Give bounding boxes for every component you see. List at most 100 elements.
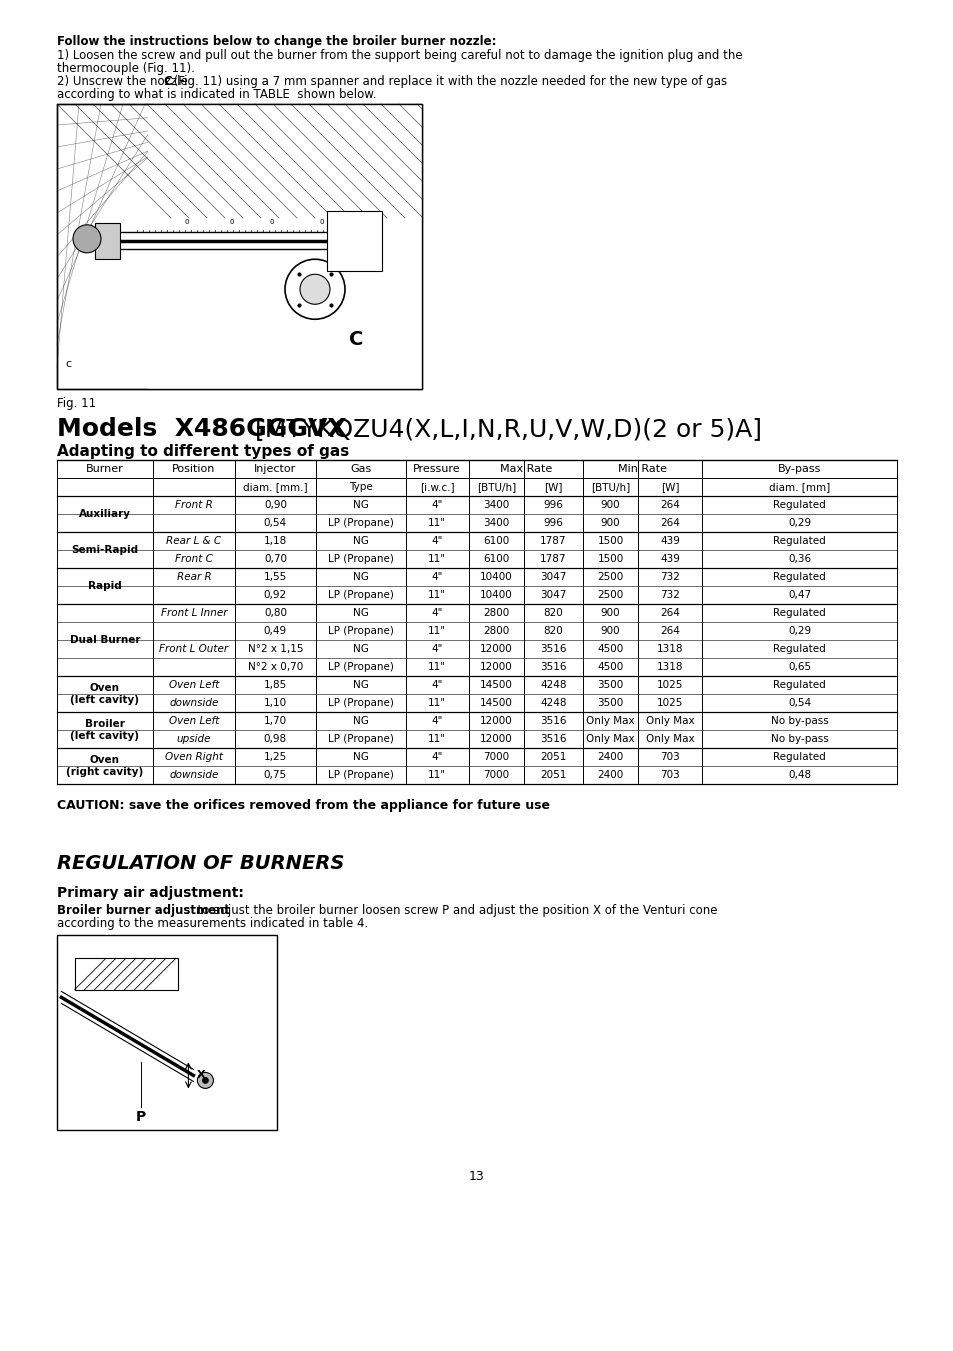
Bar — [95, 223, 120, 259]
Text: 3047: 3047 — [539, 590, 566, 600]
Text: 3516: 3516 — [539, 644, 566, 654]
Text: Regulated: Regulated — [772, 753, 825, 762]
Text: 2) Unscrew the nozzle: 2) Unscrew the nozzle — [57, 76, 192, 88]
Text: 4248: 4248 — [539, 698, 566, 708]
Text: [i.w.c.]: [i.w.c.] — [419, 482, 454, 492]
Text: 0,49: 0,49 — [264, 626, 287, 636]
Text: 3516: 3516 — [539, 716, 566, 725]
Text: 3500: 3500 — [597, 698, 623, 708]
Text: downside: downside — [169, 698, 218, 708]
Text: 11": 11" — [428, 517, 446, 528]
Text: 0,65: 0,65 — [787, 662, 810, 671]
Text: 4248: 4248 — [539, 680, 566, 690]
Text: 820: 820 — [543, 608, 562, 617]
Text: LP (Propane): LP (Propane) — [328, 626, 394, 636]
Text: 900: 900 — [600, 517, 619, 528]
Text: 0,54: 0,54 — [264, 517, 287, 528]
Text: downside: downside — [169, 770, 218, 780]
Text: Type: Type — [349, 482, 372, 492]
Text: 4": 4" — [431, 680, 442, 690]
Text: Broiler
(left cavity): Broiler (left cavity) — [71, 719, 139, 740]
Text: 3516: 3516 — [539, 662, 566, 671]
Text: 12000: 12000 — [479, 644, 512, 654]
Text: REGULATION OF BURNERS: REGULATION OF BURNERS — [57, 854, 344, 873]
Text: 900: 900 — [600, 608, 619, 617]
Text: 3047: 3047 — [539, 571, 566, 582]
Text: 0,75: 0,75 — [264, 770, 287, 780]
Text: 2051: 2051 — [539, 770, 566, 780]
Text: [MTYKQZU4(X,L,I,N,R,U,V,W,D)(2 or 5)A]: [MTYKQZU4(X,L,I,N,R,U,V,W,D)(2 or 5)A] — [238, 417, 761, 440]
Text: NG: NG — [353, 608, 368, 617]
Text: 4": 4" — [431, 716, 442, 725]
Text: according to the measurements indicated in table 4.: according to the measurements indicated … — [57, 917, 368, 929]
Text: 11": 11" — [428, 590, 446, 600]
Text: 11": 11" — [428, 554, 446, 563]
Text: Front R: Front R — [174, 500, 213, 509]
Text: 7000: 7000 — [483, 753, 509, 762]
Text: 0: 0 — [319, 219, 324, 224]
Text: 11": 11" — [428, 734, 446, 744]
Text: NG: NG — [353, 500, 368, 509]
Text: No by-pass: No by-pass — [770, 716, 827, 725]
Text: 12000: 12000 — [479, 734, 512, 744]
Text: LP (Propane): LP (Propane) — [328, 734, 394, 744]
Text: Models  X486GGGVX: Models X486GGGVX — [57, 417, 346, 440]
Text: upside: upside — [176, 734, 211, 744]
Text: 1318: 1318 — [657, 644, 682, 654]
Text: Rear R: Rear R — [176, 571, 211, 582]
Text: 4": 4" — [431, 536, 442, 546]
Text: N°2 x 1,15: N°2 x 1,15 — [248, 644, 303, 654]
Text: 0,48: 0,48 — [787, 770, 810, 780]
Text: 6100: 6100 — [482, 536, 509, 546]
Bar — [57, 104, 421, 389]
Text: 0,47: 0,47 — [787, 590, 810, 600]
Text: Regulated: Regulated — [772, 571, 825, 582]
Text: 2500: 2500 — [597, 590, 623, 600]
Circle shape — [202, 1077, 208, 1084]
Text: 996: 996 — [543, 500, 563, 509]
Text: 439: 439 — [659, 536, 679, 546]
Bar — [327, 211, 381, 270]
Text: 2400: 2400 — [597, 753, 623, 762]
Text: 0,36: 0,36 — [787, 554, 810, 563]
Text: 264: 264 — [659, 626, 679, 636]
Text: Semi-Rapid: Semi-Rapid — [71, 544, 138, 555]
Text: 7000: 7000 — [483, 770, 509, 780]
Text: 2800: 2800 — [482, 626, 509, 636]
Text: NG: NG — [353, 644, 368, 654]
Text: 10400: 10400 — [479, 590, 512, 600]
Text: 3500: 3500 — [597, 680, 623, 690]
Text: 1500: 1500 — [597, 536, 623, 546]
Text: 11": 11" — [428, 770, 446, 780]
Text: Burner: Burner — [86, 463, 124, 474]
Text: Position: Position — [172, 463, 215, 474]
Text: diam. [mm]: diam. [mm] — [768, 482, 829, 492]
Text: 1,55: 1,55 — [263, 571, 287, 582]
Text: [BTU/h]: [BTU/h] — [590, 482, 630, 492]
Bar — [74, 958, 178, 989]
Text: 1318: 1318 — [657, 662, 682, 671]
Text: 732: 732 — [659, 571, 679, 582]
Text: 3516: 3516 — [539, 734, 566, 744]
Text: 996: 996 — [543, 517, 563, 528]
Circle shape — [349, 228, 365, 243]
Text: By-pass: By-pass — [777, 463, 821, 474]
Text: 2500: 2500 — [597, 571, 623, 582]
Text: LP (Propane): LP (Propane) — [328, 590, 394, 600]
Text: 12000: 12000 — [479, 662, 512, 671]
Text: LP (Propane): LP (Propane) — [328, 554, 394, 563]
Text: 10400: 10400 — [479, 571, 512, 582]
Text: according to what is indicated in TABLE  shown below.: according to what is indicated in TABLE … — [57, 88, 376, 101]
Text: 1,18: 1,18 — [263, 536, 287, 546]
Text: 6100: 6100 — [482, 554, 509, 563]
Text: Follow the instructions below to change the broiler burner nozzle:: Follow the instructions below to change … — [57, 35, 496, 49]
Text: 1787: 1787 — [539, 554, 566, 563]
Text: Regulated: Regulated — [772, 536, 825, 546]
Text: 820: 820 — [543, 626, 562, 636]
Text: 900: 900 — [600, 626, 619, 636]
Text: Only Max: Only Max — [645, 734, 694, 744]
Text: 4": 4" — [431, 500, 442, 509]
Text: Adapting to different types of gas: Adapting to different types of gas — [57, 444, 349, 459]
Text: Only Max: Only Max — [645, 716, 694, 725]
Text: C: C — [164, 76, 172, 88]
